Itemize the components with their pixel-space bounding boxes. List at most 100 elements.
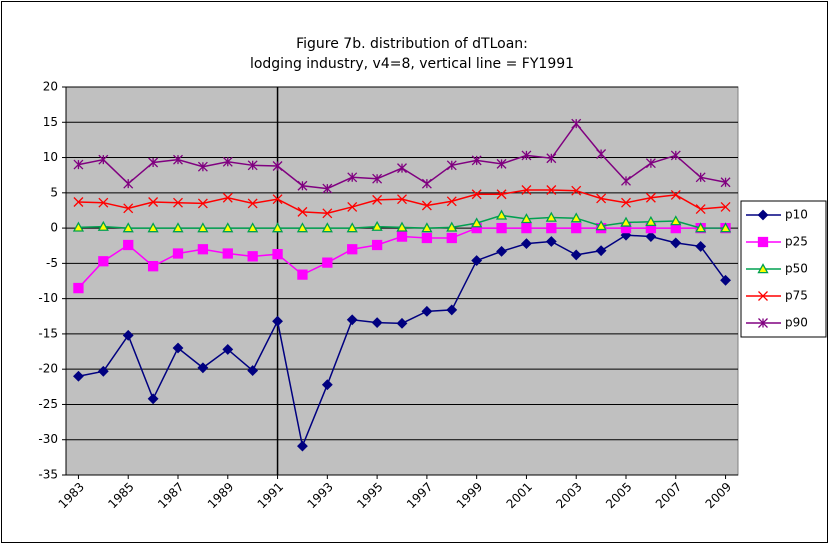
marker — [147, 393, 159, 405]
marker — [620, 229, 632, 241]
marker — [546, 153, 557, 164]
legend-label: p75 — [785, 289, 808, 303]
marker — [545, 236, 557, 247]
marker — [73, 282, 84, 294]
marker — [645, 158, 656, 169]
marker — [421, 222, 433, 233]
marker — [371, 239, 383, 251]
marker — [670, 150, 681, 161]
marker — [346, 314, 358, 326]
marker — [495, 209, 508, 220]
marker — [197, 244, 209, 255]
marker — [720, 177, 731, 188]
marker — [321, 379, 333, 391]
marker — [670, 189, 681, 200]
marker — [73, 159, 84, 170]
y-tick-label: -30 — [38, 432, 58, 446]
marker — [496, 158, 507, 169]
marker — [421, 200, 432, 211]
marker — [322, 257, 333, 268]
marker — [322, 208, 333, 219]
marker — [122, 222, 134, 233]
marker — [197, 161, 208, 172]
marker — [222, 344, 234, 355]
y-tick-label: 20 — [43, 80, 58, 94]
marker — [222, 192, 233, 203]
marker — [72, 221, 85, 232]
marker — [596, 193, 607, 204]
marker — [670, 237, 682, 249]
marker — [247, 160, 258, 171]
marker — [73, 197, 84, 207]
marker — [122, 329, 134, 341]
marker — [645, 215, 657, 226]
marker — [695, 172, 706, 183]
marker — [347, 201, 358, 212]
marker — [371, 317, 383, 329]
marker — [571, 118, 582, 129]
legend-label: p25 — [785, 235, 808, 249]
marker — [720, 274, 731, 286]
marker — [595, 245, 607, 257]
marker — [272, 161, 283, 171]
marker — [147, 222, 159, 233]
marker — [446, 196, 457, 207]
marker — [421, 178, 432, 189]
marker — [757, 263, 769, 274]
marker — [757, 209, 769, 221]
marker — [621, 197, 631, 208]
marker — [758, 291, 768, 301]
marker — [757, 236, 769, 248]
marker — [396, 317, 408, 329]
marker — [471, 217, 483, 228]
marker — [98, 154, 109, 165]
marker — [446, 221, 458, 232]
marker — [347, 244, 358, 255]
marker — [397, 194, 407, 205]
marker — [645, 231, 657, 242]
marker — [98, 256, 109, 267]
marker — [148, 197, 159, 207]
marker — [397, 163, 407, 174]
marker — [271, 222, 284, 233]
marker — [147, 261, 159, 272]
marker — [471, 255, 483, 266]
legend-label: p50 — [785, 262, 808, 276]
marker — [197, 198, 208, 209]
marker — [346, 222, 358, 233]
marker — [471, 155, 482, 166]
marker — [272, 249, 283, 260]
y-tick-label: -15 — [38, 326, 58, 340]
marker — [596, 149, 607, 159]
marker — [173, 154, 183, 165]
marker — [297, 440, 308, 452]
marker — [571, 222, 582, 234]
marker — [620, 216, 632, 227]
marker — [172, 222, 184, 233]
y-tick-label: 5 — [50, 185, 58, 199]
marker — [123, 178, 134, 189]
marker — [521, 238, 532, 250]
marker — [471, 189, 482, 200]
marker — [297, 269, 308, 280]
marker — [173, 197, 183, 208]
marker — [446, 160, 457, 171]
marker — [123, 239, 134, 251]
marker — [546, 222, 557, 234]
marker — [296, 222, 309, 233]
marker — [247, 365, 259, 377]
marker — [247, 251, 258, 262]
y-tick-label: -35 — [38, 468, 58, 482]
marker — [570, 249, 582, 261]
marker — [222, 248, 233, 259]
marker — [670, 215, 682, 226]
marker — [148, 157, 159, 168]
marker — [97, 220, 109, 231]
marker — [595, 220, 607, 231]
marker — [98, 197, 109, 208]
marker — [645, 192, 656, 203]
marker — [758, 318, 768, 328]
marker — [247, 198, 258, 209]
marker — [396, 221, 408, 232]
